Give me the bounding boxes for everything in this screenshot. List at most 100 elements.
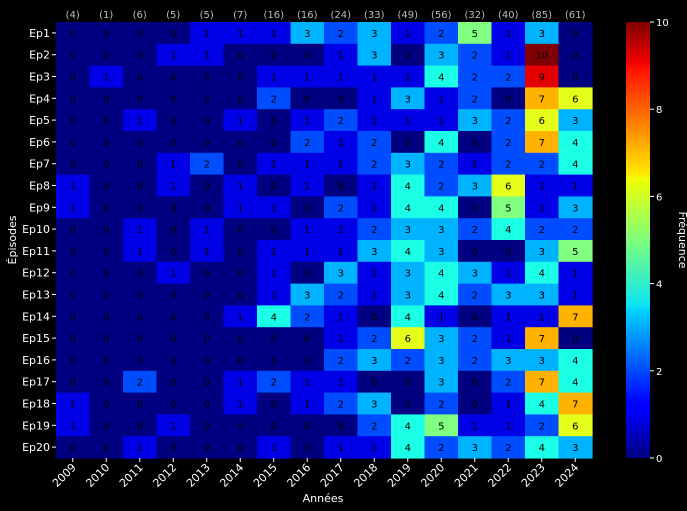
- cell-value-label: 0: [70, 94, 76, 105]
- heatmap-cell: [525, 392, 560, 415]
- heatmap-cell: [257, 196, 292, 219]
- y-tick-label: Ep16: [22, 354, 50, 367]
- cell-value-label: 2: [304, 312, 310, 323]
- cell-value-label: 0: [137, 421, 143, 432]
- cell-value-label: 3: [405, 160, 411, 171]
- heatmap-cell: [458, 43, 493, 67]
- heatmap-cell: [357, 43, 392, 67]
- heatmap-cell: [525, 174, 560, 197]
- colorbar-label: Fréquence: [676, 211, 687, 268]
- heatmap-cell: [223, 261, 258, 285]
- cell-value-label: 0: [304, 356, 310, 367]
- heatmap-cell: [223, 152, 258, 176]
- heatmap-cell: [458, 370, 493, 394]
- cell-value-label: 2: [539, 421, 545, 432]
- heatmap-cell: [424, 283, 459, 306]
- heatmap-cell: [525, 349, 560, 372]
- heatmap-cell: [257, 152, 292, 176]
- cell-value-label: 0: [204, 334, 210, 345]
- x-tick-label: 2020: [418, 461, 447, 490]
- cell-value-label: 3: [438, 334, 444, 345]
- year-count-label: (24): [330, 10, 351, 21]
- year-count-label: (56): [431, 10, 452, 21]
- heatmap-cell: [89, 174, 124, 197]
- heatmap-cell: [56, 370, 91, 394]
- cell-value-label: 4: [405, 247, 411, 258]
- x-tick-label: 2012: [150, 461, 179, 490]
- cell-value-label: 4: [572, 138, 578, 149]
- cell-value-label: 0: [70, 334, 76, 345]
- cell-value-label: 1: [472, 160, 478, 171]
- cell-value-label: 2: [338, 291, 344, 302]
- heatmap-cell: [257, 43, 292, 67]
- cell-value-label: 3: [371, 400, 377, 411]
- heatmap-cell: [290, 109, 325, 132]
- heatmap-cell: [491, 305, 526, 328]
- cell-value-label: 2: [338, 116, 344, 127]
- heatmap-cell: [290, 349, 325, 372]
- heatmap-cell: [123, 218, 158, 241]
- heatmap-cell: [391, 218, 426, 241]
- cell-value-label: 1: [137, 116, 143, 127]
- heatmap-cell: [357, 414, 392, 437]
- cell-value-label: 0: [271, 334, 277, 345]
- heatmap-cell: [357, 218, 392, 241]
- heatmap-cell: [123, 22, 158, 45]
- cell-value-label: 0: [170, 312, 176, 323]
- cell-value-label: 0: [371, 378, 377, 389]
- cell-value-label: 0: [204, 182, 210, 193]
- year-count-label: (5): [166, 10, 180, 21]
- heatmap-cell: [491, 370, 526, 394]
- heatmap-cell: [257, 283, 292, 306]
- cell-value-label: 0: [103, 356, 109, 367]
- heatmap-cell: [458, 196, 493, 219]
- heatmap-cell: [324, 109, 359, 132]
- heatmap-cell: [458, 436, 493, 459]
- cell-value-label: 3: [472, 116, 478, 127]
- cell-value-label: 0: [304, 203, 310, 214]
- cell-value-label: 1: [170, 182, 176, 193]
- cell-value-label: 1: [505, 29, 511, 40]
- cell-value-label: 0: [170, 291, 176, 302]
- heatmap-cell: [357, 261, 392, 285]
- cell-value-label: 0: [170, 378, 176, 389]
- cell-value-label: 0: [137, 291, 143, 302]
- cell-value-label: 0: [271, 400, 277, 411]
- heatmap-cell: [558, 240, 593, 263]
- heatmap-cell: [89, 65, 124, 88]
- cell-value-label: 0: [204, 138, 210, 149]
- heatmap-cell: [290, 436, 325, 459]
- cell-value-label: 1: [338, 138, 344, 149]
- heatmap-cell: [223, 392, 258, 415]
- cell-value-label: 0: [137, 203, 143, 214]
- heatmap-cell: [156, 436, 191, 459]
- heatmap-cell: [391, 392, 426, 415]
- heatmap-cell: [156, 327, 191, 350]
- heatmap-cell: [424, 218, 459, 241]
- x-tick-label: 2021: [452, 461, 481, 490]
- heatmap-cell: [558, 327, 593, 350]
- heatmap-cell: [156, 152, 191, 176]
- heatmap-cell: [391, 436, 426, 459]
- heatmap-cell: [324, 43, 359, 67]
- cell-value-label: 0: [70, 225, 76, 236]
- cell-value-label: 0: [304, 421, 310, 432]
- heatmap-cell: [123, 196, 158, 219]
- cell-value-label: 4: [539, 400, 545, 411]
- heatmap-cell: [424, 109, 459, 132]
- heatmap-cell: [257, 349, 292, 372]
- y-tick-label: Ep7: [29, 158, 50, 171]
- cell-value-label: 0: [237, 247, 243, 258]
- cell-value-label: 1: [304, 225, 310, 236]
- cell-value-label: 7: [572, 312, 578, 323]
- x-tick-label: 2009: [50, 461, 79, 490]
- cell-value-label: 7: [539, 378, 545, 389]
- cell-value-label: 0: [304, 51, 310, 62]
- cell-value-label: 1: [438, 312, 444, 323]
- cell-value-label: 0: [204, 94, 210, 105]
- cell-value-label: 0: [70, 291, 76, 302]
- heatmap-cell: [56, 22, 91, 45]
- cell-value-label: 3: [438, 225, 444, 236]
- cell-value-label: 4: [539, 443, 545, 454]
- heatmap-cell: [391, 87, 426, 110]
